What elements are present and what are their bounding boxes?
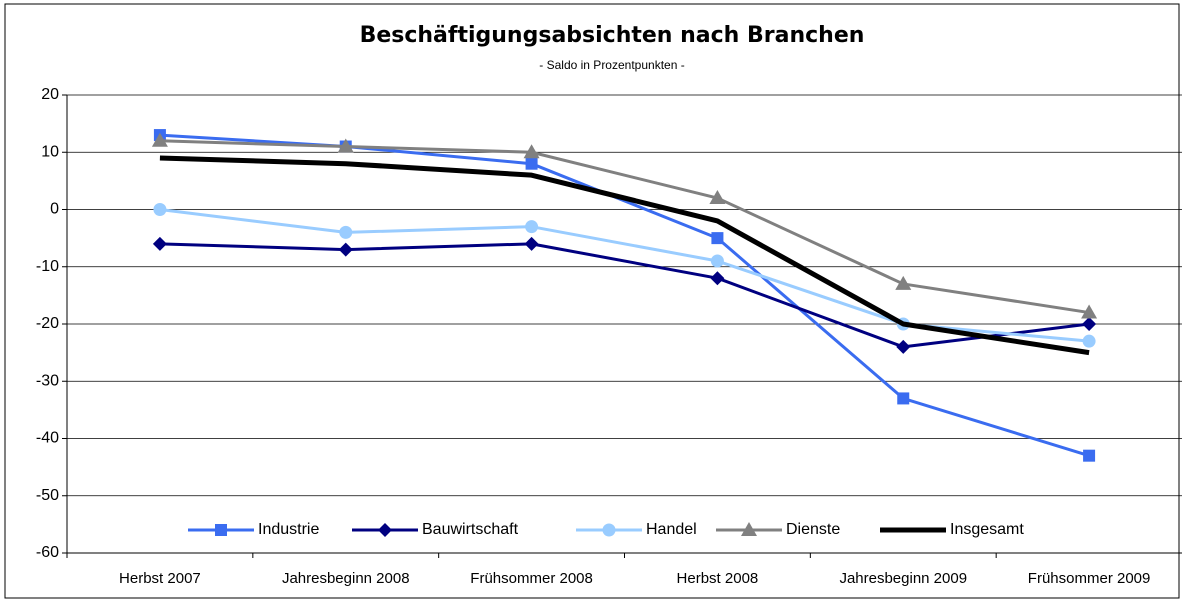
marker	[339, 225, 353, 239]
marker	[1082, 334, 1096, 348]
series-line	[159, 133, 1090, 458]
legend-marker	[602, 523, 616, 537]
legend-bg	[876, 518, 877, 519]
legend-bg	[348, 518, 349, 519]
series-line	[159, 242, 1090, 349]
legend-bg	[184, 518, 185, 519]
x-tick-label: Herbst 2008	[677, 570, 759, 587]
legend-label: Dienste	[786, 521, 840, 538]
legend-label: Industrie	[258, 521, 319, 538]
marker	[897, 392, 910, 405]
legend-marker	[215, 524, 227, 536]
x-tick-label: Jahresbeginn 2009	[839, 570, 967, 587]
marker	[525, 220, 539, 234]
legend-label: Bauwirtschaft	[422, 521, 519, 538]
marker	[523, 144, 540, 159]
legend-label: Insgesamt	[950, 521, 1024, 538]
x-tick-label: Frühsommer 2009	[1028, 570, 1151, 587]
marker	[710, 254, 724, 268]
y-tick-label: -40	[36, 430, 59, 447]
marker	[153, 203, 167, 216]
series-line	[159, 208, 1090, 343]
marker	[711, 232, 724, 245]
series-line	[159, 155, 1090, 356]
marker	[151, 132, 168, 147]
legend-marker	[741, 522, 757, 536]
marker	[338, 242, 353, 257]
marker	[895, 275, 912, 290]
marker	[1083, 449, 1096, 462]
legend-bg	[572, 518, 573, 519]
series-line	[159, 139, 1090, 315]
y-tick-label: -30	[36, 372, 59, 389]
y-tick-label: 10	[41, 143, 59, 160]
marker	[525, 157, 538, 170]
marker	[1082, 317, 1097, 331]
y-tick-label: -10	[36, 258, 59, 275]
y-tick-label: 20	[41, 86, 59, 103]
x-tick-label: Herbst 2007	[119, 570, 201, 587]
marker	[710, 271, 725, 286]
y-tick-label: 0	[50, 201, 59, 218]
y-tick-label: -20	[36, 315, 59, 332]
legend-bg	[712, 518, 713, 519]
marker	[524, 236, 539, 251]
x-tick-label: Frühsommer 2008	[470, 570, 593, 587]
chart-subtitle: - Saldo in Prozentpunkten -	[539, 58, 684, 72]
marker	[337, 138, 354, 153]
marker	[709, 190, 726, 205]
y-tick-label: -50	[36, 487, 59, 504]
legend-marker	[378, 523, 392, 537]
marker	[1081, 304, 1098, 319]
chart-title: Beschäftigungsabsichten nach Branchen	[360, 23, 865, 48]
chart-frame	[4, 3, 1180, 599]
legend-label: Handel	[646, 521, 697, 538]
x-tick-label: Jahresbeginn 2008	[282, 570, 410, 587]
y-tick-label: -60	[36, 544, 59, 561]
marker	[152, 236, 167, 251]
marker	[896, 339, 911, 354]
